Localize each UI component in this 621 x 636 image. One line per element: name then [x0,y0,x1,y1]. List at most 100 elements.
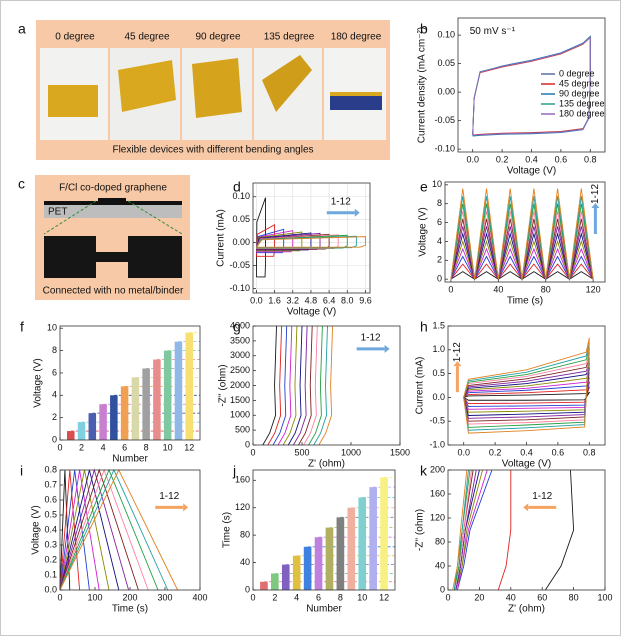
x-tick-label: 40 [493,284,503,294]
x-tick-label: 120 [586,284,601,294]
panel-letter: h [420,319,428,335]
panel-letter: f [20,319,24,335]
bar [260,581,268,590]
bar [271,573,279,590]
pet-layer [44,205,182,218]
device [118,60,176,112]
legend-label: 0 degree [559,68,595,78]
annotation: 1-12 [159,491,179,502]
arrow-head [591,203,600,208]
y-tick-label: 1.5 [432,320,445,330]
bar [120,386,129,440]
series-line [463,377,590,410]
bar [131,377,140,440]
bar [358,497,367,590]
series-line [472,36,591,136]
x-tick-label: 12 [379,592,389,602]
x-tick-label: 6.4 [323,295,336,305]
series-line [292,325,308,446]
x-tick-label: 0.2 [489,447,502,457]
annotation: 1-12 [361,333,381,344]
y-tick-label: 0 [245,584,250,594]
y-tick-label: 0.00 [232,237,250,247]
bar [185,332,193,440]
series-line [456,469,488,591]
bar [153,359,161,440]
y-tick-label: 0.5 [44,509,57,519]
y-tick-label: 1.0 [432,344,445,354]
y-tick-label: 3000 [230,350,250,360]
series-line [255,232,321,250]
x-tick-label: 0.0 [457,447,470,457]
series-line [450,188,594,280]
zoom-line [127,200,183,235]
y-tick-label: 0.0 [44,584,57,594]
bar [336,517,345,590]
annotation: 50 mV s⁻¹ [470,26,516,37]
series-line [463,372,590,413]
x-tick-label: 8.0 [341,295,354,305]
device-cutout [96,262,128,278]
x-axis-title: Voltage (V) [287,307,336,318]
legend-label: 180 degree [559,108,605,118]
x-tick-label: 0 [448,284,453,294]
y-tick-label: 160 [430,488,445,498]
legend-label: 45 degree [559,78,600,88]
y-tick-label: -0.10 [229,283,250,293]
x-tick-label: 0.8 [584,154,597,164]
x-tick-label: 4 [101,442,106,452]
y-tick-label: 4 [52,390,57,400]
x-tick-label: 0.0 [250,295,263,305]
bar [380,477,388,590]
y-tick-label: 0.3 [44,539,57,549]
y-tick-label: 0.8 [44,464,57,474]
series-line [308,325,323,446]
x-tick-label: 6 [122,442,127,452]
y-tick-label: 2 [52,412,57,422]
arrow-head [183,503,189,512]
x-tick-label: 0 [57,592,62,602]
series-line [455,469,483,591]
y-axis-title: Current (mA) [216,209,227,267]
y-tick-label: 10 [432,179,442,189]
y-tick-label: 0.1 [44,569,57,579]
y-axis-title: Voltage (V) [418,207,429,256]
y-tick-label: -0.05 [434,115,455,125]
bar [369,487,377,590]
y-tick-label: 6 [437,217,442,227]
y-tick-label: 120 [430,512,445,522]
photos [40,48,386,140]
y-tick-label: -0.05 [229,260,250,270]
panel-letter: c [18,176,25,192]
x-tick-label: 0.8 [583,447,596,457]
x-tick-label: 100 [87,592,102,602]
arrow-head [354,208,360,217]
arrow-head [453,361,462,367]
panel-letter: g [233,319,241,335]
x-tick-label: 1500 [390,447,410,457]
panel-letter: a [18,21,26,37]
x-tick-label: 0.0 [466,154,479,164]
series-line [313,325,328,446]
series-line [277,325,293,446]
y-axis-title: Voltage (V) [33,358,44,407]
y-tick-label: 0.10 [437,29,455,39]
y-tick-label: 2 [437,255,442,265]
series-line [463,391,591,401]
x-axis-title: Voltage (V) [502,459,551,470]
x-axis-title: Number [112,454,148,465]
y-tick-label: -0.10 [434,144,455,154]
plot-frame [447,325,606,446]
y-tick-label: -0.5 [429,416,445,426]
series-line [267,325,283,446]
plot-frame [252,182,371,294]
y-tick-label: 80 [240,530,250,540]
graphene-layer [44,201,182,205]
series-line [298,325,313,446]
x-tick-label: 80 [569,592,579,602]
x-tick-label: 0 [250,592,255,602]
x-tick-label: 8 [338,592,343,602]
x-axis-title: Z' (ohm) [308,459,345,470]
series-line [255,234,339,249]
x-tick-label: 20 [474,592,484,602]
